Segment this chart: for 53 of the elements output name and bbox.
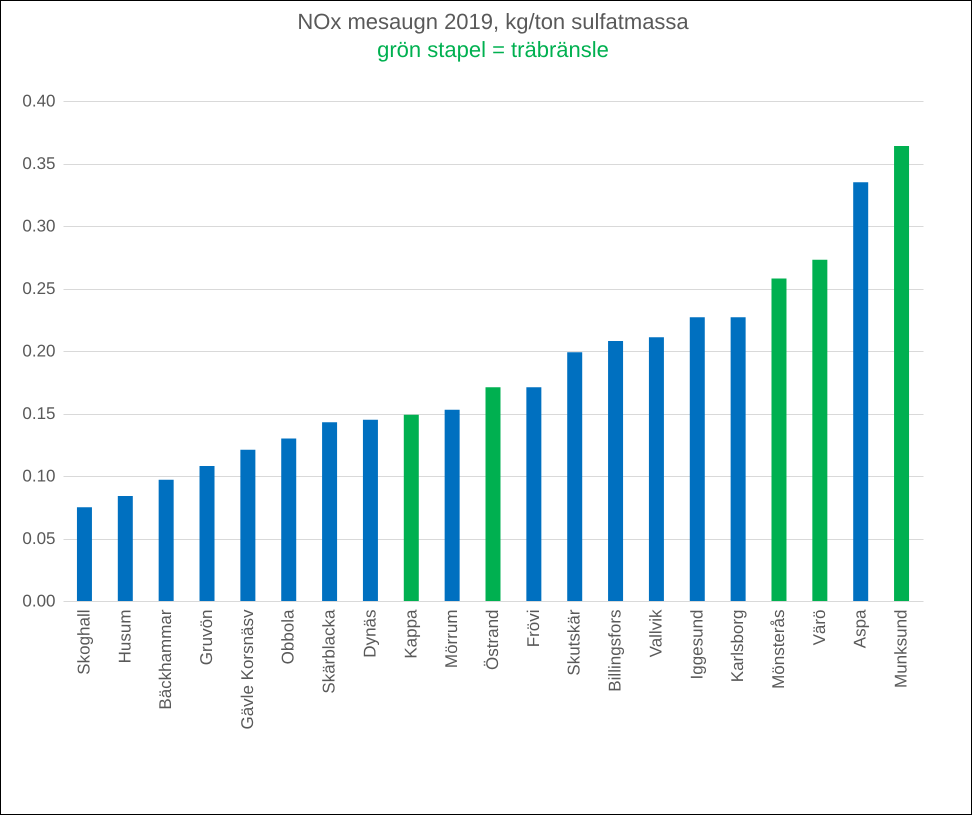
bar [362, 420, 378, 601]
chart-subtitle: grön stapel = träbränsle [377, 37, 609, 62]
bar [200, 466, 215, 601]
y-tick-label: 0.05 [22, 529, 56, 548]
y-tick-label: 0.10 [22, 466, 56, 486]
x-tick-label: Skoghall [74, 610, 94, 675]
y-tick-label: 0.20 [22, 342, 56, 360]
bar [690, 317, 705, 601]
bar [526, 387, 542, 601]
x-tick-label: Mörrum [442, 610, 462, 668]
bar [118, 496, 133, 601]
bar [730, 317, 746, 601]
x-tick-label: Karlsborg [728, 610, 748, 682]
x-tick-label: Vallvik [646, 609, 666, 658]
bar [404, 414, 419, 601]
x-tick-label: Skutskär [564, 609, 584, 676]
x-tick-label: Mönsterås [768, 610, 788, 689]
x-tick-label: Gruvön [197, 610, 216, 666]
bar [240, 450, 256, 601]
y-tick-label: 0.40 [22, 92, 56, 110]
y-tick-label: 0.30 [22, 216, 56, 236]
x-tick-label: Värö [810, 610, 829, 646]
y-tick-label: 0.15 [22, 404, 56, 423]
x-tick-label: Billingsfors [606, 610, 625, 692]
bar [812, 260, 828, 601]
x-tick-label: Bäckhammar [156, 609, 176, 710]
bar [648, 337, 664, 601]
y-tick-label: 0.35 [22, 154, 56, 173]
bar [771, 278, 786, 601]
bar [322, 422, 338, 601]
x-tick-label: Gävle Korsnäsv [238, 609, 257, 730]
y-tick-label: 0.25 [22, 279, 56, 298]
chart-title: NOx mesaugn 2019, kg/ton sulfatmassa [297, 9, 690, 34]
bar [281, 438, 296, 601]
bar [444, 410, 460, 601]
bar [76, 507, 92, 601]
bar [486, 387, 500, 601]
bar [567, 352, 582, 601]
x-tick-label: Aspa [850, 608, 870, 648]
x-tick-label: Obbola [278, 608, 298, 664]
bar [853, 182, 868, 601]
x-tick-label: Frövi [524, 610, 543, 648]
x-tick-label: Skärblacka [320, 608, 339, 694]
x-tick-label: Östrand [483, 610, 502, 670]
y-tick-label: 0.00 [22, 592, 56, 610]
x-tick-label: Iggesund [687, 610, 706, 680]
bar [158, 480, 174, 601]
x-tick-label: Munksund [892, 610, 911, 688]
bar [608, 341, 624, 601]
bar [894, 146, 910, 601]
x-tick-label: Husum [115, 610, 134, 664]
x-tick-label: Kappa [401, 608, 420, 659]
x-tick-label: Dynäs [360, 610, 380, 658]
